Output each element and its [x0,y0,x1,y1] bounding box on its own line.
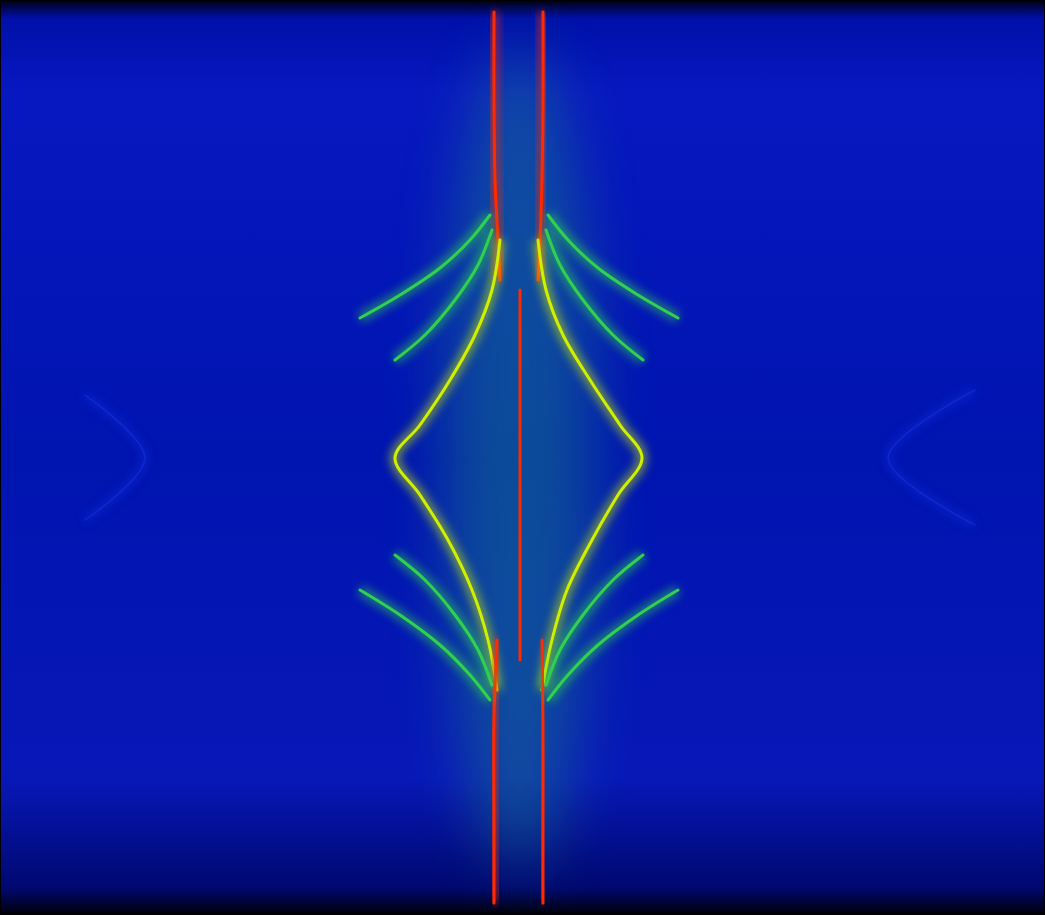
chart [0,0,1045,915]
line [85,395,145,520]
line-glow [395,230,492,360]
line [360,215,490,318]
line-glow [360,590,490,700]
line-glow [515,290,525,660]
line-glow [360,215,490,318]
line-glow [888,390,975,525]
plot-area [85,12,975,903]
line [548,590,678,700]
haze [444,46,594,870]
line [360,590,490,700]
line-glow [548,590,678,700]
line-glow [546,230,643,360]
plot-frame [1,1,1045,915]
line [888,390,975,525]
line-glow [548,215,678,318]
line [546,230,643,360]
line-glow [85,395,145,520]
line [395,230,492,360]
line [519,290,522,660]
background [0,0,1045,915]
line [548,215,678,318]
